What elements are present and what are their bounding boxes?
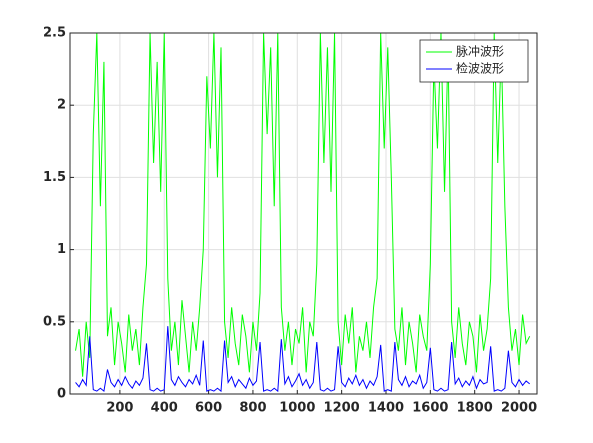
plot-area — [70, 33, 537, 394]
x-tick-label: 200 — [106, 401, 133, 416]
series-line — [75, 326, 530, 393]
y-tick-label: 1.5 — [43, 170, 66, 185]
y-tick-label: 1 — [57, 242, 66, 257]
x-tick-label: 1600 — [412, 401, 448, 416]
legend-box — [419, 39, 529, 83]
x-tick-label: 1800 — [457, 401, 493, 416]
x-tick-label: 800 — [239, 401, 266, 416]
y-tick-label: 2 — [57, 98, 66, 113]
legend-label: 检波波形 — [456, 61, 504, 76]
series-line — [75, 33, 531, 377]
x-tick-label: 400 — [151, 401, 178, 416]
lines — [75, 33, 531, 393]
tick-labels: 0 0.5 1 1.5 2 2.5 200 400 600 800 1000 1200 1400 1600… — [43, 26, 537, 416]
x-tick-label: 1400 — [368, 401, 404, 416]
y-tick-label: 0 — [57, 387, 66, 402]
y-tick-label: 2.5 — [43, 26, 66, 41]
x-tick-label: 600 — [195, 401, 222, 416]
x-tick-label: 1200 — [324, 401, 360, 416]
x-tick-label: 1000 — [279, 401, 315, 416]
y-tick-label: 0.5 — [43, 314, 66, 329]
x-tick-label: 2000 — [501, 401, 537, 416]
legend-label: 脉冲波形 — [456, 44, 504, 59]
axes-box — [69, 32, 538, 395]
